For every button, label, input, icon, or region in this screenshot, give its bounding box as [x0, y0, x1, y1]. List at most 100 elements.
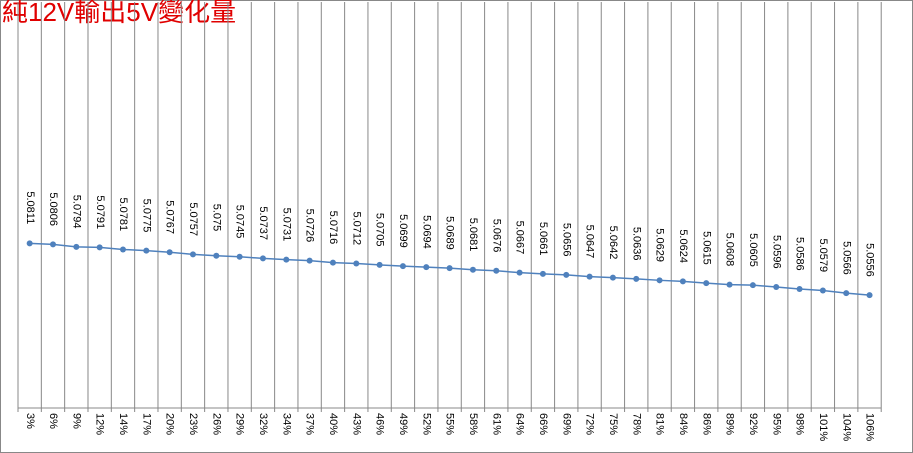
data-label: 5.0726 — [304, 209, 316, 243]
point — [726, 281, 733, 288]
data-label: 5.0676 — [490, 219, 502, 253]
data-label: 5.0624 — [677, 229, 689, 263]
x-tick-label: 26% — [210, 413, 222, 435]
x-tick-label: 104% — [840, 413, 852, 441]
x-tick-label: 106% — [864, 413, 876, 441]
x-tick-label: 81% — [654, 413, 666, 435]
x-tick-label: 29% — [234, 413, 246, 435]
x-tick-label: 40% — [327, 413, 339, 435]
point — [469, 266, 476, 273]
point — [609, 274, 616, 281]
x-tick-label: 17% — [140, 413, 152, 435]
point — [73, 243, 80, 250]
data-label: 5.0767 — [164, 200, 176, 234]
x-tick-label: 55% — [444, 413, 456, 435]
point — [703, 280, 710, 287]
x-tick-label: 37% — [304, 413, 316, 435]
x-tick-label: 12% — [94, 413, 106, 435]
point — [189, 251, 196, 258]
data-label: 5.0781 — [117, 197, 129, 231]
point — [96, 244, 103, 251]
x-tick-label: 61% — [490, 413, 502, 435]
point — [306, 257, 313, 264]
point — [563, 271, 570, 278]
x-tick-label: 20% — [164, 413, 176, 435]
x-tick-label: 46% — [374, 413, 386, 435]
data-label: 5.0757 — [187, 202, 199, 236]
data-label: 5.0636 — [630, 227, 642, 261]
point — [633, 275, 640, 282]
x-tick-label: 64% — [514, 413, 526, 435]
point — [166, 249, 173, 256]
point — [796, 286, 803, 293]
data-label: 5.0705 — [374, 213, 386, 247]
x-tick-label: 75% — [607, 413, 619, 435]
x-tick-label: 43% — [350, 413, 362, 435]
data-label: 5.0731 — [280, 208, 292, 242]
data-label: 5.0579 — [817, 238, 829, 272]
data-label: 5.0745 — [234, 205, 246, 239]
data-label: 5.0775 — [140, 199, 152, 233]
data-label: 5.0642 — [607, 226, 619, 260]
x-tick-label: 89% — [724, 413, 736, 435]
point — [26, 240, 33, 247]
x-tick-label: 52% — [420, 413, 432, 435]
data-label: 5.0694 — [420, 215, 432, 249]
x-tick-label: 86% — [700, 413, 712, 435]
data-label: 5.0811 — [24, 191, 36, 224]
chart-title: 純12V輸出5V變化量 — [2, 0, 236, 27]
x-tick-label: 101% — [817, 413, 829, 441]
point — [259, 255, 266, 262]
x-tick-label: 49% — [397, 413, 409, 435]
x-tick-label: 78% — [630, 413, 642, 435]
point — [143, 247, 150, 254]
point — [49, 241, 56, 248]
point — [119, 246, 126, 253]
data-label: 5.0615 — [700, 231, 712, 265]
point — [353, 260, 360, 267]
point — [679, 278, 686, 285]
data-label: 5.0712 — [350, 211, 362, 245]
point — [236, 253, 243, 260]
x-tick-label: 58% — [467, 413, 479, 435]
data-label: 5.0556 — [864, 243, 876, 277]
point — [656, 277, 663, 284]
data-label: 5.0647 — [584, 225, 596, 259]
point — [399, 263, 406, 270]
data-label: 5.0667 — [514, 221, 526, 255]
point — [446, 265, 453, 272]
data-label: 5.0699 — [397, 214, 409, 248]
point — [213, 252, 220, 259]
point — [586, 273, 593, 280]
point — [376, 261, 383, 268]
x-tick-label: 23% — [187, 413, 199, 435]
data-label: 5.0629 — [654, 228, 666, 262]
x-tick-label: 84% — [677, 413, 689, 435]
x-tick-label: 34% — [280, 413, 292, 435]
data-label: 5.0661 — [537, 222, 549, 256]
x-tick-label: 6% — [47, 413, 59, 429]
x-tick-label: 32% — [257, 413, 269, 435]
point — [539, 270, 546, 277]
data-label: 5.0586 — [794, 237, 806, 271]
data-label: 5.0794 — [70, 195, 82, 229]
data-label: 5.0681 — [467, 218, 479, 252]
point — [516, 269, 523, 276]
x-tick-label: 98% — [794, 413, 806, 435]
x-tick-label: 9% — [70, 413, 82, 429]
point — [749, 282, 756, 289]
data-label: 5.0656 — [560, 223, 572, 257]
point — [866, 292, 873, 299]
data-label: 5.0737 — [257, 206, 269, 240]
x-tick-label: 66% — [537, 413, 549, 435]
x-tick-label: 72% — [584, 413, 596, 435]
data-label: 5.0689 — [444, 216, 456, 250]
point — [423, 264, 430, 271]
x-tick-label: 92% — [747, 413, 759, 435]
x-tick-label: 95% — [770, 413, 782, 435]
point — [843, 290, 850, 297]
data-label: 5.0716 — [327, 211, 339, 245]
x-tick-label: 14% — [117, 413, 129, 435]
